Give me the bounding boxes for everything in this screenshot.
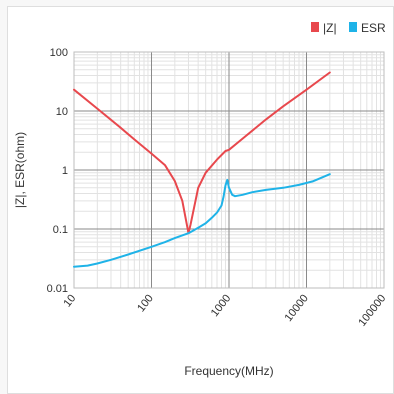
x-tick-label: 10000	[283, 292, 311, 323]
y-tick-label: 0.01	[47, 283, 68, 295]
legend-label-esr: ESR	[361, 21, 386, 35]
x-tick-label: 1000	[209, 292, 234, 319]
x-tick-label: 100000	[356, 292, 388, 328]
legend-swatch-esr	[349, 22, 357, 32]
x-tick-label: 100	[135, 292, 156, 314]
plot-border	[73, 51, 385, 289]
legend: |Z| ESR	[311, 21, 386, 35]
y-tick-label: 10	[56, 106, 68, 118]
y-tick-label: 100	[50, 47, 68, 59]
y-tick-label: 0.1	[53, 224, 68, 236]
series-line-esr	[73, 173, 331, 268]
y-tick-labels: 100 10 1 0.1 0.01	[47, 47, 68, 295]
series-line-z	[73, 71, 331, 235]
series-layer	[73, 71, 331, 268]
x-axis-label: Frequency(MHz)	[184, 364, 273, 378]
y-tick-label: 1	[62, 165, 68, 177]
y-axis-label: |Z|, ESR(ohm)	[13, 132, 27, 208]
x-tick-labels: 10 100 1000 10000 100000	[61, 292, 388, 328]
legend-label-z: |Z|	[323, 21, 337, 35]
legend-swatch-z	[311, 22, 319, 32]
x-tick-label: 10	[61, 292, 78, 309]
